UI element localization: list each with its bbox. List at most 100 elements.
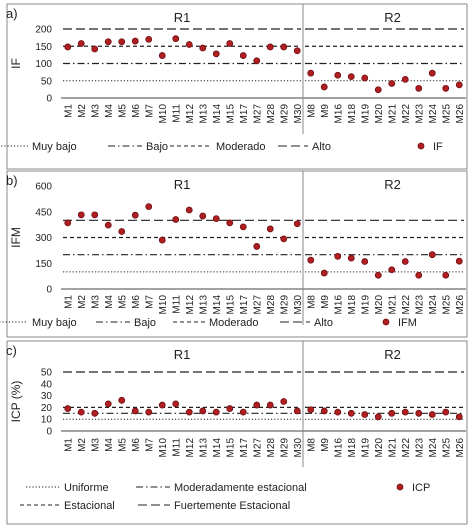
data-point [334, 408, 342, 416]
data-point [226, 219, 234, 227]
y-tick-label: 40 [41, 379, 53, 390]
x-tick-label: M11 [171, 295, 182, 314]
y-tick-label: 300 [35, 233, 52, 244]
y-tick-label: 50 [41, 76, 53, 87]
data-point [280, 235, 288, 243]
x-tick-label: M4 [104, 104, 115, 118]
legend-label: Muy bajo [32, 141, 77, 153]
data-point [77, 211, 85, 219]
x-tick-label: M25 [441, 104, 452, 124]
data-point [172, 216, 180, 223]
x-tick-label: M3 [90, 104, 101, 118]
x-tick-label: M22 [401, 295, 412, 315]
legend-label: Fuertemente Estacional [174, 500, 290, 512]
legend-label: Alto [312, 141, 331, 153]
x-tick-label: M7 [144, 295, 155, 309]
x-tick-label: M23 [414, 295, 425, 315]
data-point [266, 43, 274, 51]
x-tick-label: M18 [347, 104, 358, 124]
data-point [253, 243, 261, 250]
x-tick-label: M27 [252, 104, 263, 124]
x-tick-label: M17 [239, 295, 250, 315]
x-tick-label: M5 [117, 295, 128, 309]
y-axis-label: IF [9, 58, 23, 69]
x-tick-label: M7 [144, 104, 155, 118]
x-tick-label: M21 [387, 104, 398, 124]
legend-marker [382, 318, 390, 326]
x-tick-label: M30 [293, 104, 304, 124]
data-point [307, 256, 315, 264]
data-point [91, 409, 99, 417]
y-tick-label: 0 [46, 285, 52, 296]
chart-panel-1: a) IF 0 50 100 150 200 R1 R2 M1 M2 M3 M4 M5 M6 M7 M10 M11… [0, 3, 468, 170]
data-point [361, 258, 369, 265]
x-tick-label: M3 [90, 295, 101, 309]
data-point [118, 396, 126, 404]
data-point [226, 40, 234, 47]
x-tick-label: M1 [63, 104, 74, 118]
legend-label: Bajo [134, 317, 156, 329]
x-tick-label: M10 [158, 438, 169, 458]
x-tick-label: M25 [441, 438, 452, 458]
data-point [293, 407, 301, 415]
legend-label: Uniforme [64, 482, 109, 494]
x-tick-label: M16 [333, 295, 344, 315]
x-tick-label: M30 [293, 438, 304, 458]
data-point [428, 251, 436, 259]
legend-label: Muy bajo [32, 317, 77, 329]
x-tick-label: M20 [374, 295, 385, 315]
data-point [320, 269, 328, 277]
data-point [77, 408, 85, 416]
x-tick-label: M28 [266, 295, 277, 315]
data-point [334, 252, 342, 260]
data-point [442, 271, 450, 279]
y-tick-label: 150 [35, 42, 52, 53]
data-point [401, 75, 409, 83]
data-point [104, 38, 112, 46]
data-point [185, 408, 193, 416]
x-tick-label: M10 [158, 295, 169, 315]
y-tick-label: 20 [41, 403, 53, 414]
data-point [91, 211, 99, 219]
data-point [131, 407, 139, 415]
data-point [118, 228, 126, 235]
data-point [334, 71, 342, 79]
x-tick-label: M24 [428, 438, 439, 458]
x-tick-label: M27 [252, 438, 263, 458]
x-tick-label: M9 [320, 438, 331, 452]
y-tick-label: 600 [35, 182, 52, 193]
legend-label: ICP [412, 482, 430, 494]
data-point [374, 86, 382, 94]
legend-marker [396, 483, 404, 491]
y-tick-label: 0 [46, 94, 52, 105]
data-point [118, 38, 126, 46]
legend-label: Alto [314, 317, 333, 329]
x-tick-label: M21 [387, 438, 398, 458]
x-tick-label: M15 [225, 104, 236, 124]
data-point [64, 219, 72, 227]
x-tick-label: M26 [455, 438, 466, 458]
y-tick-label: 0 [46, 427, 52, 438]
data-point [280, 398, 288, 405]
x-tick-label: M12 [185, 295, 196, 315]
legend-label: IF [433, 141, 443, 153]
data-point [104, 400, 112, 408]
data-point [388, 409, 396, 417]
data-point [172, 35, 180, 43]
x-tick-label: M22 [401, 438, 412, 458]
data-point [91, 45, 99, 53]
data-point [158, 236, 166, 244]
data-point [307, 69, 315, 77]
data-point [145, 408, 153, 416]
x-tick-label: M6 [131, 295, 142, 309]
x-tick-label: M6 [131, 104, 142, 118]
x-tick-label: M27 [252, 295, 263, 315]
data-point [415, 84, 423, 92]
panel-frame [6, 340, 468, 525]
x-tick-label: M15 [225, 295, 236, 315]
data-point [361, 411, 369, 418]
x-tick-label: M17 [239, 104, 250, 124]
